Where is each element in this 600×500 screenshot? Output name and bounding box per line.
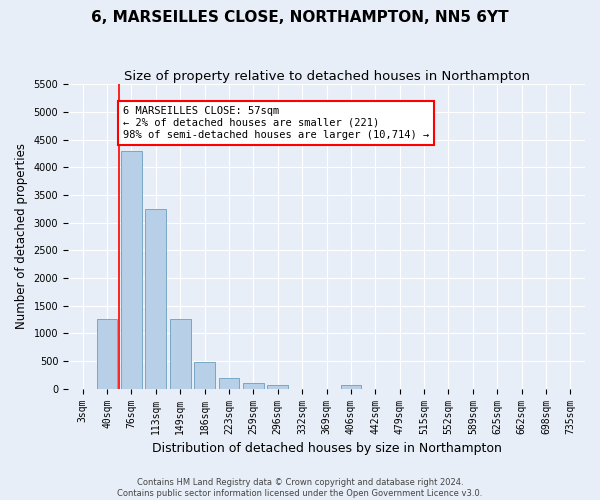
Bar xyxy=(243,383,264,388)
Bar xyxy=(97,320,118,388)
Bar xyxy=(121,150,142,388)
Y-axis label: Number of detached properties: Number of detached properties xyxy=(15,144,28,330)
Bar xyxy=(218,378,239,388)
Bar xyxy=(170,320,191,388)
Title: Size of property relative to detached houses in Northampton: Size of property relative to detached ho… xyxy=(124,70,530,83)
X-axis label: Distribution of detached houses by size in Northampton: Distribution of detached houses by size … xyxy=(152,442,502,455)
Bar xyxy=(194,362,215,388)
Bar xyxy=(268,385,288,388)
Text: Contains HM Land Registry data © Crown copyright and database right 2024.
Contai: Contains HM Land Registry data © Crown c… xyxy=(118,478,482,498)
Bar xyxy=(341,385,361,388)
Bar xyxy=(145,208,166,388)
Text: 6 MARSEILLES CLOSE: 57sqm
← 2% of detached houses are smaller (221)
98% of semi-: 6 MARSEILLES CLOSE: 57sqm ← 2% of detach… xyxy=(123,106,429,140)
Text: 6, MARSEILLES CLOSE, NORTHAMPTON, NN5 6YT: 6, MARSEILLES CLOSE, NORTHAMPTON, NN5 6Y… xyxy=(91,10,509,25)
